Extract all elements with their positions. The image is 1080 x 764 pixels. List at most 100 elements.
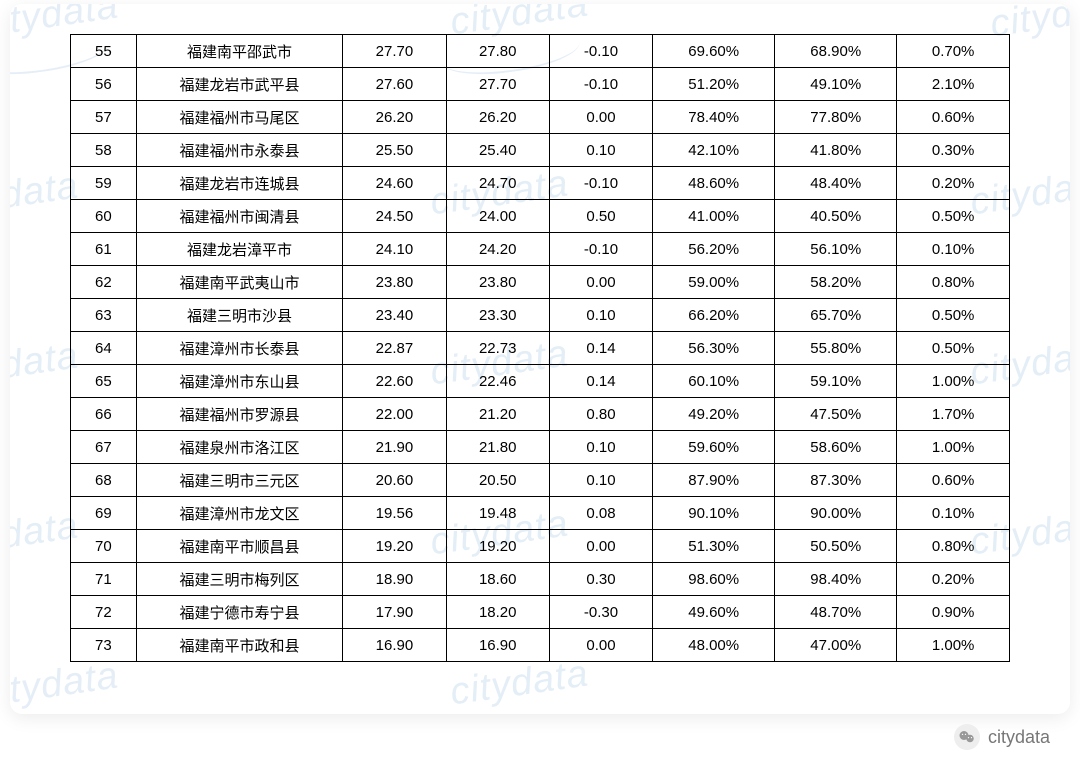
cell-p3: 0.20% xyxy=(897,167,1010,200)
cell-p2: 59.10% xyxy=(775,365,897,398)
cell-idx: 60 xyxy=(71,200,137,233)
cell-idx: 71 xyxy=(71,563,137,596)
table-row: 62福建南平武夷山市23.8023.800.0059.00%58.20%0.80… xyxy=(71,266,1010,299)
table-row: 69福建漳州市龙文区19.5619.480.0890.10%90.00%0.10… xyxy=(71,497,1010,530)
cell-v1: 26.20 xyxy=(343,101,446,134)
table-row: 57福建福州市马尾区26.2026.200.0078.40%77.80%0.60… xyxy=(71,101,1010,134)
cell-v1: 23.40 xyxy=(343,299,446,332)
cell-p1: 66.20% xyxy=(653,299,775,332)
table-row: 68福建三明市三元区20.6020.500.1087.90%87.30%0.60… xyxy=(71,464,1010,497)
cell-p3: 0.30% xyxy=(897,134,1010,167)
cell-v2: 16.90 xyxy=(446,629,549,662)
cell-name: 福建南平市顺昌县 xyxy=(136,530,343,563)
cell-p3: 0.80% xyxy=(897,530,1010,563)
cell-p1: 49.20% xyxy=(653,398,775,431)
cell-p2: 48.70% xyxy=(775,596,897,629)
cell-name: 福建漳州市东山县 xyxy=(136,365,343,398)
footer-label: citydata xyxy=(988,727,1050,748)
cell-v2: 24.70 xyxy=(446,167,549,200)
cell-v2: 19.20 xyxy=(446,530,549,563)
cell-p2: 77.80% xyxy=(775,101,897,134)
cell-v3: -0.10 xyxy=(549,68,652,101)
cell-p3: 0.10% xyxy=(897,497,1010,530)
table-row: 59福建龙岩市连城县24.6024.70-0.1048.60%48.40%0.2… xyxy=(71,167,1010,200)
cell-idx: 65 xyxy=(71,365,137,398)
cell-name: 福建泉州市洛江区 xyxy=(136,431,343,464)
cell-name: 福建南平武夷山市 xyxy=(136,266,343,299)
cell-name: 福建漳州市长泰县 xyxy=(136,332,343,365)
cell-name: 福建龙岩市武平县 xyxy=(136,68,343,101)
cell-p3: 0.50% xyxy=(897,332,1010,365)
cell-v2: 25.40 xyxy=(446,134,549,167)
cell-name: 福建宁德市寿宁县 xyxy=(136,596,343,629)
table-row: 56福建龙岩市武平县27.6027.70-0.1051.20%49.10%2.1… xyxy=(71,68,1010,101)
cell-idx: 58 xyxy=(71,134,137,167)
table-row: 72福建宁德市寿宁县17.9018.20-0.3049.60%48.70%0.9… xyxy=(71,596,1010,629)
cell-name: 福建三明市三元区 xyxy=(136,464,343,497)
cell-idx: 72 xyxy=(71,596,137,629)
cell-v1: 17.90 xyxy=(343,596,446,629)
cell-p3: 0.10% xyxy=(897,233,1010,266)
cell-v1: 22.87 xyxy=(343,332,446,365)
cell-name: 福建三明市沙县 xyxy=(136,299,343,332)
cell-v3: 0.00 xyxy=(549,629,652,662)
cell-idx: 55 xyxy=(71,35,137,68)
cell-p1: 78.40% xyxy=(653,101,775,134)
cell-p1: 59.60% xyxy=(653,431,775,464)
cell-v3: 0.10 xyxy=(549,299,652,332)
cell-v2: 24.20 xyxy=(446,233,549,266)
cell-v2: 20.50 xyxy=(446,464,549,497)
cell-v3: 0.00 xyxy=(549,530,652,563)
cell-v1: 22.60 xyxy=(343,365,446,398)
cell-p2: 58.20% xyxy=(775,266,897,299)
table-row: 61福建龙岩漳平市24.1024.20-0.1056.20%56.10%0.10… xyxy=(71,233,1010,266)
cell-p1: 98.60% xyxy=(653,563,775,596)
cell-v1: 24.50 xyxy=(343,200,446,233)
cell-v2: 24.00 xyxy=(446,200,549,233)
cell-p1: 56.30% xyxy=(653,332,775,365)
cell-idx: 61 xyxy=(71,233,137,266)
table-row: 73福建南平市政和县16.9016.900.0048.00%47.00%1.00… xyxy=(71,629,1010,662)
table-row: 67福建泉州市洛江区21.9021.800.1059.60%58.60%1.00… xyxy=(71,431,1010,464)
cell-p2: 41.80% xyxy=(775,134,897,167)
cell-v1: 20.60 xyxy=(343,464,446,497)
watermark-arc xyxy=(10,694,112,714)
data-table: 55福建南平邵武市27.7027.80-0.1069.60%68.90%0.70… xyxy=(70,34,1010,662)
table-row: 70福建南平市顺昌县19.2019.200.0051.30%50.50%0.80… xyxy=(71,530,1010,563)
cell-p2: 68.90% xyxy=(775,35,897,68)
cell-idx: 56 xyxy=(71,68,137,101)
table-row: 65福建漳州市东山县22.6022.460.1460.10%59.10%1.00… xyxy=(71,365,1010,398)
cell-idx: 73 xyxy=(71,629,137,662)
cell-p2: 65.70% xyxy=(775,299,897,332)
cell-p2: 47.00% xyxy=(775,629,897,662)
cell-p2: 87.30% xyxy=(775,464,897,497)
cell-name: 福建福州市马尾区 xyxy=(136,101,343,134)
footer-brand: citydata xyxy=(954,724,1050,750)
cell-p3: 0.60% xyxy=(897,464,1010,497)
cell-v2: 22.73 xyxy=(446,332,549,365)
cell-p2: 56.10% xyxy=(775,233,897,266)
cell-v2: 26.20 xyxy=(446,101,549,134)
cell-v3: 0.00 xyxy=(549,266,652,299)
wechat-icon xyxy=(954,724,980,750)
cell-idx: 57 xyxy=(71,101,137,134)
cell-v2: 22.46 xyxy=(446,365,549,398)
cell-p1: 56.20% xyxy=(653,233,775,266)
cell-v1: 18.90 xyxy=(343,563,446,596)
cell-p2: 49.10% xyxy=(775,68,897,101)
cell-p2: 40.50% xyxy=(775,200,897,233)
cell-v3: 0.10 xyxy=(549,134,652,167)
cell-v1: 21.90 xyxy=(343,431,446,464)
cell-p1: 48.60% xyxy=(653,167,775,200)
cell-v3: 0.08 xyxy=(549,497,652,530)
cell-p3: 0.60% xyxy=(897,101,1010,134)
cell-v2: 27.70 xyxy=(446,68,549,101)
cell-p3: 0.80% xyxy=(897,266,1010,299)
cell-v3: 0.14 xyxy=(549,365,652,398)
table-row: 63福建三明市沙县23.4023.300.1066.20%65.70%0.50% xyxy=(71,299,1010,332)
watermark-arc xyxy=(438,694,582,714)
cell-v2: 19.48 xyxy=(446,497,549,530)
cell-p2: 55.80% xyxy=(775,332,897,365)
cell-p3: 1.00% xyxy=(897,365,1010,398)
cell-v1: 23.80 xyxy=(343,266,446,299)
